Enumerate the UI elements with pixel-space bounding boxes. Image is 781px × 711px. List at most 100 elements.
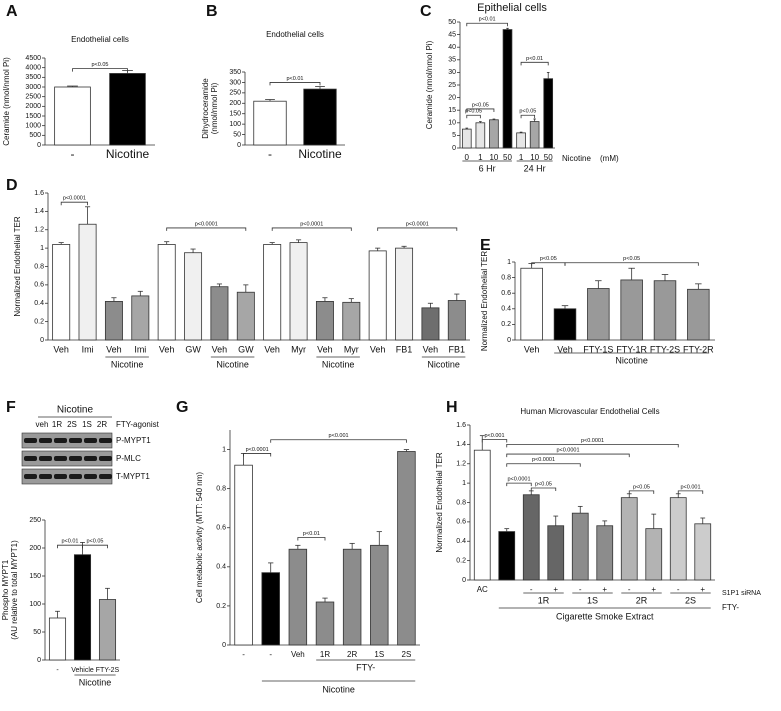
bar: [522, 494, 540, 581]
x-tick-label: AC: [477, 585, 488, 594]
blot-row-label: P-MYPT1: [116, 436, 151, 445]
x-tick-label: FTY-1S: [583, 344, 613, 354]
bar: [397, 451, 416, 646]
panel-letter: C: [420, 3, 432, 20]
significance-label: p<0.0001: [246, 447, 269, 453]
y-tick-label: 1.4: [34, 208, 44, 215]
bar: [210, 286, 229, 341]
x-tick-label: 50: [503, 153, 512, 162]
x-tick-label: Vehicle: [71, 667, 94, 674]
bar: [342, 301, 361, 341]
bar: [288, 548, 308, 646]
significance-bracket: [377, 227, 458, 231]
x-tick-label: 1: [478, 153, 483, 162]
y-tick-label: 0.2: [34, 318, 44, 325]
significance-label: p<0.05: [540, 256, 557, 262]
bar: [502, 29, 513, 149]
group-label: 2S: [685, 595, 696, 605]
y-tick-label: 3000: [25, 84, 41, 91]
row-label: S1P1 siRNA: [722, 590, 761, 597]
significance-bracket: [506, 463, 581, 467]
bar: [342, 548, 362, 646]
x-tick-label: GW: [238, 344, 254, 354]
significance-bracket: [269, 82, 321, 86]
bar: [98, 599, 117, 661]
bar: [263, 244, 282, 341]
y-tick-label: 0: [237, 142, 241, 149]
y-tick-label: 1: [222, 446, 226, 453]
x-axis-label: FTY-: [722, 603, 739, 612]
significance-bracket: [564, 262, 699, 266]
significance-label: p<0.0001: [195, 221, 218, 227]
y-tick-label: 1: [40, 245, 44, 252]
y-tick-label: 0.6: [216, 525, 226, 532]
significance-label: p<0.05: [465, 109, 482, 115]
x-tick-label: -: [677, 585, 680, 594]
bar: [370, 544, 389, 646]
group-label: Nicotine: [111, 359, 144, 369]
y-axis-label: Normalized Endothelial TER: [435, 452, 444, 553]
bar: [687, 288, 710, 341]
y-tick-label: 4500: [25, 55, 41, 62]
significance-bracket: [506, 482, 532, 487]
blot-lane: 1S: [82, 420, 92, 429]
x-tick-label: 10: [489, 153, 498, 162]
blot-band: [24, 474, 37, 479]
x-tick-label: 2R: [347, 650, 357, 659]
significance-bracket: [243, 453, 272, 457]
x-tick-label: +: [553, 585, 558, 594]
significance-bracket: [481, 439, 508, 443]
y-axis-label: Ceramide (nmol/nmol Pi): [2, 57, 11, 146]
x-tick-label: Veh: [264, 344, 280, 354]
y-tick-label: 0: [462, 577, 466, 584]
y-tick-label: 1.6: [34, 190, 44, 197]
y-tick-label: 500: [29, 132, 41, 139]
x-axis-unit: (mM): [600, 154, 619, 163]
y-tick-label: 40: [448, 44, 456, 51]
y-tick-label: 0: [37, 142, 41, 149]
y-tick-label: 0.4: [456, 538, 466, 545]
significance-bracket: [72, 68, 128, 72]
bar: [543, 78, 554, 149]
bar: [253, 100, 287, 146]
x-tick-label: 50: [544, 153, 553, 162]
y-tick-label: 200: [229, 100, 241, 107]
significance-bracket: [166, 227, 247, 231]
blot-agonist: FTY-agonist: [116, 420, 160, 429]
y-tick-label: 100: [229, 121, 241, 128]
x-tick-label: -: [56, 667, 59, 674]
x-tick-label: +: [651, 585, 656, 594]
bar: [303, 88, 337, 146]
significance-bracket: [506, 443, 679, 448]
y-tick-label: 300: [229, 79, 241, 86]
group-label: Nicotine: [615, 355, 648, 365]
x-tick-label: Veh: [524, 344, 540, 354]
bar: [395, 247, 414, 341]
significance-bracket: [677, 490, 704, 494]
group-label: 2R: [636, 595, 648, 605]
blot-group: Nicotine: [57, 405, 94, 416]
blot-row-label: P-MLC: [116, 454, 141, 463]
x-tick-label: GW: [185, 344, 201, 354]
y-axis-label: Normalized Endothelial TER: [480, 251, 489, 352]
x-tick-label: Veh: [53, 344, 69, 354]
y-tick-label: 50: [33, 629, 41, 636]
y-tick-label: 45: [448, 31, 456, 38]
group-label: Nicotine: [79, 677, 112, 687]
y-tick-label: 0: [222, 642, 226, 649]
y-tick-label: 25: [448, 82, 456, 89]
bar: [571, 512, 589, 581]
bar: [236, 291, 255, 341]
significance-label: p<0.0001: [300, 221, 323, 227]
x-tick-label: FB1: [396, 344, 413, 354]
panel-title: Endothelial cells: [71, 35, 129, 44]
significance-label: p<0.01: [479, 17, 496, 23]
y-tick-label: 5: [452, 132, 456, 139]
y-tick-label: 0.2: [501, 321, 511, 328]
y-tick-label: 0.4: [501, 306, 511, 313]
blot-band: [69, 474, 82, 479]
y-tick-label: 350: [229, 69, 241, 76]
significance-label: p<0.0001: [581, 438, 604, 444]
y-tick-label: 30: [448, 69, 456, 76]
